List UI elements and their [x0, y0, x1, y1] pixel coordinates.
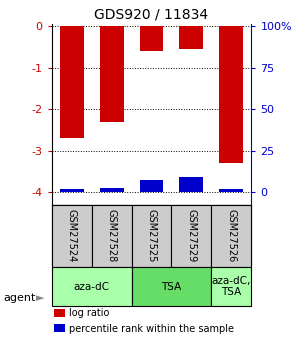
FancyBboxPatch shape [211, 267, 251, 306]
FancyBboxPatch shape [132, 267, 211, 306]
FancyBboxPatch shape [52, 205, 92, 267]
Text: GSM27524: GSM27524 [66, 209, 77, 263]
Text: TSA: TSA [161, 282, 181, 292]
Bar [99, 188, 124, 193]
FancyBboxPatch shape [171, 205, 211, 267]
Bar [54, 325, 65, 332]
Text: GSM27525: GSM27525 [146, 209, 157, 263]
Bar [179, 177, 204, 193]
Text: GSM27529: GSM27529 [186, 209, 197, 263]
Text: aza-dC: aza-dC [74, 282, 109, 292]
Bar [139, 26, 164, 51]
FancyBboxPatch shape [211, 205, 251, 267]
Text: aza-dC,
TSA: aza-dC, TSA [212, 276, 251, 297]
Text: agent: agent [3, 294, 35, 303]
Text: percentile rank within the sample: percentile rank within the sample [68, 324, 234, 334]
Bar [179, 26, 204, 49]
FancyBboxPatch shape [52, 267, 132, 306]
Title: GDS920 / 11834: GDS920 / 11834 [95, 8, 208, 22]
FancyBboxPatch shape [132, 205, 171, 267]
Bar [59, 189, 84, 193]
FancyBboxPatch shape [92, 205, 132, 267]
Bar [59, 26, 84, 138]
Text: log ratio: log ratio [68, 308, 109, 318]
Bar [99, 26, 124, 122]
Bar [219, 26, 244, 163]
Bar [139, 180, 164, 193]
Bar [54, 309, 65, 317]
Text: ►: ► [36, 294, 45, 303]
Text: GSM27528: GSM27528 [106, 209, 117, 263]
Bar [219, 189, 244, 193]
Text: GSM27526: GSM27526 [226, 209, 237, 263]
